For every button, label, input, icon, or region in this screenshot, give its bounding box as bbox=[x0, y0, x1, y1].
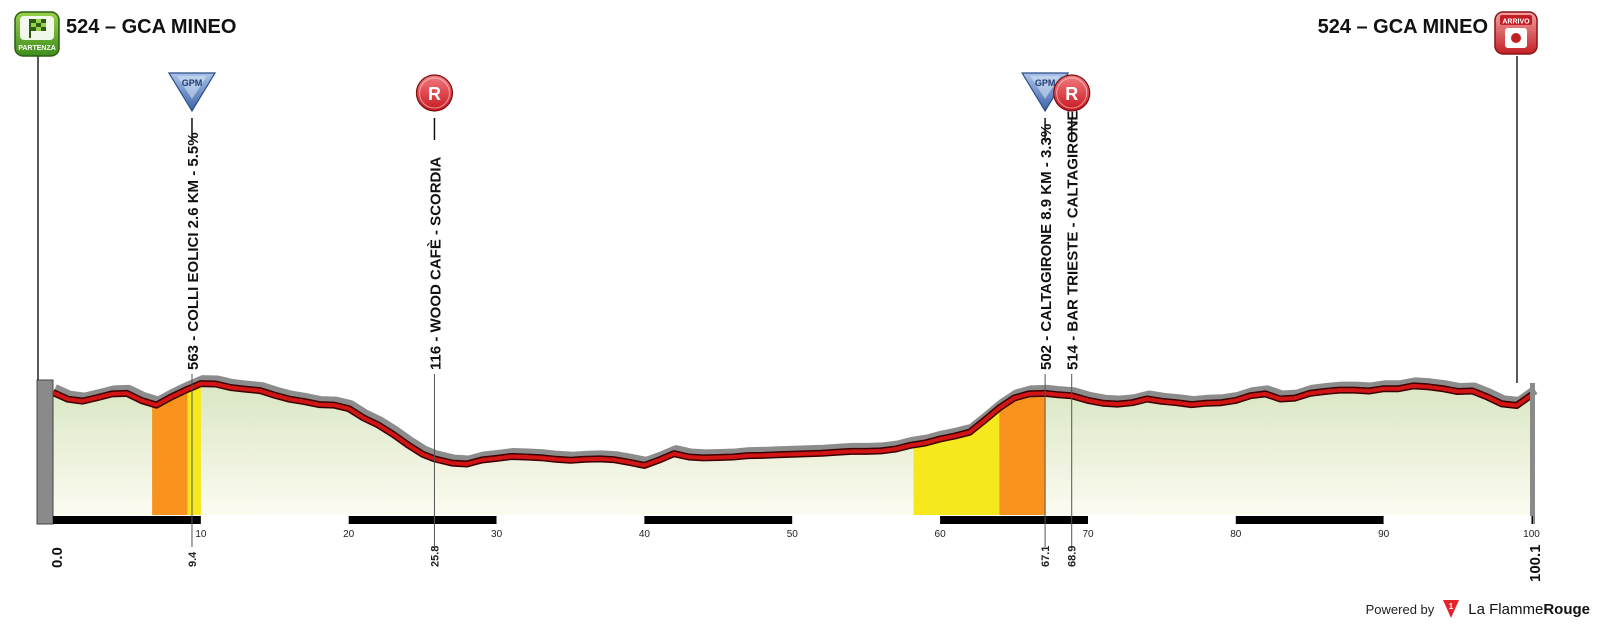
svg-text:1: 1 bbox=[1449, 602, 1454, 611]
sprint-badge-text: R bbox=[428, 84, 441, 104]
km-band-segment bbox=[792, 516, 941, 524]
km-tick-label: 30 bbox=[491, 529, 503, 540]
km-scale-band bbox=[53, 516, 1533, 524]
km-tick-labels: 10 20 30 40 50 60 70 80 90 100 bbox=[195, 529, 1540, 540]
marker-label: 563 - COLLI EOLICI 2.6 KM - 5.5% bbox=[185, 132, 202, 370]
start-badge-text: PARTENZA bbox=[18, 45, 56, 52]
km-band-segment bbox=[1383, 516, 1532, 524]
gpm-badge-text: GPM bbox=[1035, 78, 1056, 88]
start-title: 524 – GCA MINEO bbox=[66, 16, 236, 38]
climb-segment-yellow bbox=[187, 383, 201, 515]
km-band-segment bbox=[940, 516, 1088, 524]
sprint-badge-text: R bbox=[1065, 84, 1078, 104]
marker-gpm: 563 - COLLI EOLICI 2.6 KM - 5.5% 9.4 GPM bbox=[167, 72, 217, 567]
start-badge: PARTENZA bbox=[14, 11, 60, 57]
km-tick-label: 100 bbox=[1523, 529, 1540, 540]
km-tick-label: 80 bbox=[1230, 529, 1242, 540]
finish-km-label: 100.1 bbox=[1527, 544, 1544, 582]
marker-label: 116 - WOOD CAFÈ - SCORDIA bbox=[427, 156, 444, 370]
km-tick-label: 10 bbox=[195, 529, 207, 540]
marker-km-label: 25.8 bbox=[429, 546, 441, 567]
marker-km-label: 68.9 bbox=[1067, 546, 1079, 567]
brand-name: La FlammeRouge bbox=[1468, 600, 1590, 618]
km-tick-label: 60 bbox=[935, 529, 947, 540]
profile-area bbox=[53, 383, 1533, 515]
km-band-segment bbox=[496, 516, 645, 524]
sprint-badge-icon: R bbox=[1053, 74, 1091, 112]
km-band-segment bbox=[200, 516, 349, 524]
marker-r: 116 - WOOD CAFÈ - SCORDIA 25.8 R bbox=[415, 74, 454, 567]
climb-segment-orange bbox=[999, 393, 1046, 515]
km-tick-label: 90 bbox=[1378, 529, 1390, 540]
marker-label: 502 - CALTAGIRONE 8.9 KM - 3.3% bbox=[1038, 124, 1055, 370]
km-band-segment bbox=[348, 516, 497, 524]
finish-pillar bbox=[1530, 383, 1535, 524]
km-band-segment bbox=[1531, 516, 1533, 524]
start-pillar bbox=[36, 379, 54, 525]
marker-km-label: 67.1 bbox=[1040, 546, 1052, 567]
marker-km-label: 9.4 bbox=[187, 551, 199, 567]
powered-by-footer: Powered by 1 La FlammeRouge bbox=[1366, 598, 1590, 620]
climb-segment-orange bbox=[152, 389, 188, 515]
km-band-segment bbox=[644, 516, 793, 524]
profile-shadow bbox=[53, 375, 1538, 466]
finish-badge: ARRIVO bbox=[1494, 11, 1538, 55]
checkered-flag-icon bbox=[29, 19, 46, 38]
marker-r: 514 - BAR TRIESTE - CALTAGIRONE 68.9 R bbox=[1053, 74, 1091, 567]
marker-label: 514 - BAR TRIESTE - CALTAGIRONE bbox=[1065, 111, 1082, 370]
finish-flag-icon bbox=[1505, 28, 1527, 48]
route-markers: 563 - COLLI EOLICI 2.6 KM - 5.5% 9.4 GPM 11… bbox=[167, 72, 1091, 567]
climb-segments bbox=[152, 383, 1046, 515]
finish-badge-text: ARRIVO bbox=[1502, 19, 1530, 26]
finish-title: 524 – GCA MINEO bbox=[1318, 16, 1488, 38]
flamme-rouge-logo-icon: 1 bbox=[1443, 600, 1460, 618]
km-band-segment bbox=[1088, 516, 1236, 524]
gpm-badge-icon: GPM bbox=[167, 72, 217, 113]
gpm-badge-text: GPM bbox=[182, 78, 203, 88]
powered-by-text: Powered by bbox=[1365, 601, 1435, 617]
km-band-segment bbox=[1235, 516, 1384, 524]
km-tick-label: 70 bbox=[1082, 529, 1094, 540]
climb-segment-yellow bbox=[913, 407, 1000, 515]
start-km-label: 0.0 bbox=[49, 547, 66, 568]
route-line bbox=[52, 381, 1535, 468]
sprint-badge-icon: R bbox=[415, 74, 454, 112]
km-tick-label: 20 bbox=[343, 529, 355, 540]
km-tick-label: 40 bbox=[639, 529, 651, 540]
km-tick-label: 50 bbox=[787, 529, 799, 540]
km-band-segment bbox=[53, 516, 201, 524]
